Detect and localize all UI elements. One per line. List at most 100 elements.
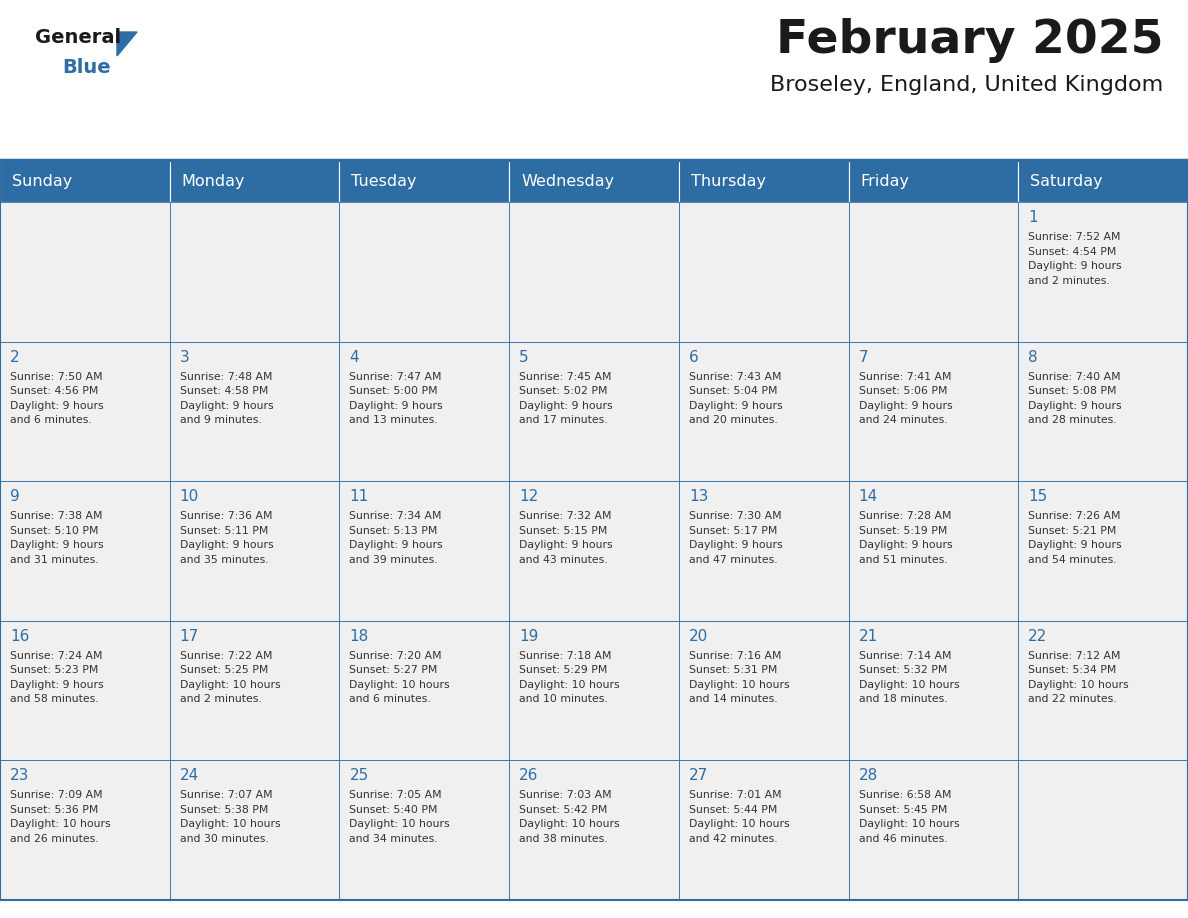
Text: 11: 11 — [349, 489, 368, 504]
Bar — [170, 161, 340, 202]
Text: Sunrise: 7:22 AM
Sunset: 5:25 PM
Daylight: 10 hours
and 2 minutes.: Sunrise: 7:22 AM Sunset: 5:25 PM Dayligh… — [179, 651, 280, 704]
Text: 8: 8 — [1029, 350, 1038, 364]
Text: Sunrise: 7:20 AM
Sunset: 5:27 PM
Daylight: 10 hours
and 6 minutes.: Sunrise: 7:20 AM Sunset: 5:27 PM Dayligh… — [349, 651, 450, 704]
Bar — [1018, 161, 1188, 202]
Bar — [678, 481, 848, 621]
Text: Sunrise: 7:41 AM
Sunset: 5:06 PM
Daylight: 9 hours
and 24 minutes.: Sunrise: 7:41 AM Sunset: 5:06 PM Dayligh… — [859, 372, 953, 425]
Text: Broseley, England, United Kingdom: Broseley, England, United Kingdom — [770, 75, 1163, 95]
Text: 22: 22 — [1029, 629, 1048, 644]
Bar — [170, 760, 340, 900]
Bar — [0, 202, 170, 341]
Bar — [848, 341, 1018, 481]
Text: 7: 7 — [859, 350, 868, 364]
Text: Sunrise: 7:07 AM
Sunset: 5:38 PM
Daylight: 10 hours
and 30 minutes.: Sunrise: 7:07 AM Sunset: 5:38 PM Dayligh… — [179, 790, 280, 844]
Bar — [678, 202, 848, 341]
Text: Friday: Friday — [860, 174, 910, 189]
Bar — [170, 202, 340, 341]
Text: 6: 6 — [689, 350, 699, 364]
Text: Thursday: Thursday — [691, 174, 766, 189]
Text: Sunrise: 7:50 AM
Sunset: 4:56 PM
Daylight: 9 hours
and 6 minutes.: Sunrise: 7:50 AM Sunset: 4:56 PM Dayligh… — [10, 372, 103, 425]
Text: 16: 16 — [10, 629, 30, 644]
Text: February 2025: February 2025 — [776, 18, 1163, 63]
Text: Sunrise: 7:40 AM
Sunset: 5:08 PM
Daylight: 9 hours
and 28 minutes.: Sunrise: 7:40 AM Sunset: 5:08 PM Dayligh… — [1029, 372, 1121, 425]
Text: 28: 28 — [859, 768, 878, 783]
Text: Sunrise: 7:09 AM
Sunset: 5:36 PM
Daylight: 10 hours
and 26 minutes.: Sunrise: 7:09 AM Sunset: 5:36 PM Dayligh… — [10, 790, 110, 844]
Text: Sunrise: 7:14 AM
Sunset: 5:32 PM
Daylight: 10 hours
and 18 minutes.: Sunrise: 7:14 AM Sunset: 5:32 PM Dayligh… — [859, 651, 959, 704]
Text: 25: 25 — [349, 768, 368, 783]
Bar — [510, 161, 678, 202]
Bar — [340, 161, 510, 202]
Text: 21: 21 — [859, 629, 878, 644]
Bar — [1018, 341, 1188, 481]
Text: Sunrise: 7:03 AM
Sunset: 5:42 PM
Daylight: 10 hours
and 38 minutes.: Sunrise: 7:03 AM Sunset: 5:42 PM Dayligh… — [519, 790, 620, 844]
Text: Sunday: Sunday — [12, 174, 72, 189]
Text: 1: 1 — [1029, 210, 1038, 225]
Text: 13: 13 — [689, 489, 708, 504]
Bar — [848, 161, 1018, 202]
Text: 2: 2 — [10, 350, 20, 364]
Text: 3: 3 — [179, 350, 189, 364]
Bar — [678, 341, 848, 481]
Text: Sunrise: 7:47 AM
Sunset: 5:00 PM
Daylight: 9 hours
and 13 minutes.: Sunrise: 7:47 AM Sunset: 5:00 PM Dayligh… — [349, 372, 443, 425]
Bar — [678, 760, 848, 900]
Text: Blue: Blue — [62, 58, 110, 77]
Text: 14: 14 — [859, 489, 878, 504]
Text: 17: 17 — [179, 629, 198, 644]
Text: 23: 23 — [10, 768, 30, 783]
Bar — [848, 481, 1018, 621]
Text: Sunrise: 7:26 AM
Sunset: 5:21 PM
Daylight: 9 hours
and 54 minutes.: Sunrise: 7:26 AM Sunset: 5:21 PM Dayligh… — [1029, 511, 1121, 565]
Bar — [510, 621, 678, 760]
Text: 12: 12 — [519, 489, 538, 504]
Bar — [510, 341, 678, 481]
Text: 4: 4 — [349, 350, 359, 364]
Text: Sunrise: 7:01 AM
Sunset: 5:44 PM
Daylight: 10 hours
and 42 minutes.: Sunrise: 7:01 AM Sunset: 5:44 PM Dayligh… — [689, 790, 790, 844]
Text: Saturday: Saturday — [1030, 174, 1102, 189]
Bar — [1018, 621, 1188, 760]
Text: Sunrise: 7:48 AM
Sunset: 4:58 PM
Daylight: 9 hours
and 9 minutes.: Sunrise: 7:48 AM Sunset: 4:58 PM Dayligh… — [179, 372, 273, 425]
Text: 24: 24 — [179, 768, 198, 783]
Text: Sunrise: 7:28 AM
Sunset: 5:19 PM
Daylight: 9 hours
and 51 minutes.: Sunrise: 7:28 AM Sunset: 5:19 PM Dayligh… — [859, 511, 953, 565]
Bar — [510, 202, 678, 341]
Bar — [0, 621, 170, 760]
Text: 27: 27 — [689, 768, 708, 783]
Text: Sunrise: 7:45 AM
Sunset: 5:02 PM
Daylight: 9 hours
and 17 minutes.: Sunrise: 7:45 AM Sunset: 5:02 PM Dayligh… — [519, 372, 613, 425]
Bar — [848, 760, 1018, 900]
Text: Sunrise: 7:32 AM
Sunset: 5:15 PM
Daylight: 9 hours
and 43 minutes.: Sunrise: 7:32 AM Sunset: 5:15 PM Dayligh… — [519, 511, 613, 565]
Bar — [1018, 760, 1188, 900]
Bar — [1018, 202, 1188, 341]
Text: Sunrise: 7:18 AM
Sunset: 5:29 PM
Daylight: 10 hours
and 10 minutes.: Sunrise: 7:18 AM Sunset: 5:29 PM Dayligh… — [519, 651, 620, 704]
Bar — [170, 481, 340, 621]
Text: 10: 10 — [179, 489, 198, 504]
Text: Sunrise: 6:58 AM
Sunset: 5:45 PM
Daylight: 10 hours
and 46 minutes.: Sunrise: 6:58 AM Sunset: 5:45 PM Dayligh… — [859, 790, 959, 844]
Bar — [678, 161, 848, 202]
Bar — [848, 202, 1018, 341]
Bar — [678, 621, 848, 760]
Bar — [340, 202, 510, 341]
Bar — [1018, 481, 1188, 621]
Text: 18: 18 — [349, 629, 368, 644]
Text: Sunrise: 7:38 AM
Sunset: 5:10 PM
Daylight: 9 hours
and 31 minutes.: Sunrise: 7:38 AM Sunset: 5:10 PM Dayligh… — [10, 511, 103, 565]
Text: 26: 26 — [519, 768, 538, 783]
Text: 5: 5 — [519, 350, 529, 364]
Text: 9: 9 — [10, 489, 20, 504]
Text: Sunrise: 7:30 AM
Sunset: 5:17 PM
Daylight: 9 hours
and 47 minutes.: Sunrise: 7:30 AM Sunset: 5:17 PM Dayligh… — [689, 511, 783, 565]
Text: Monday: Monday — [182, 174, 245, 189]
Bar — [0, 481, 170, 621]
Bar — [0, 161, 170, 202]
Bar — [340, 341, 510, 481]
Bar — [170, 621, 340, 760]
Text: Sunrise: 7:52 AM
Sunset: 4:54 PM
Daylight: 9 hours
and 2 minutes.: Sunrise: 7:52 AM Sunset: 4:54 PM Dayligh… — [1029, 232, 1121, 285]
Bar — [340, 481, 510, 621]
Text: General: General — [34, 28, 121, 47]
Text: Wednesday: Wednesday — [522, 174, 614, 189]
Bar — [510, 481, 678, 621]
Text: Tuesday: Tuesday — [352, 174, 417, 189]
Polygon shape — [116, 32, 137, 56]
Bar — [848, 621, 1018, 760]
Text: Sunrise: 7:24 AM
Sunset: 5:23 PM
Daylight: 9 hours
and 58 minutes.: Sunrise: 7:24 AM Sunset: 5:23 PM Dayligh… — [10, 651, 103, 704]
Text: 15: 15 — [1029, 489, 1048, 504]
Bar — [0, 161, 1188, 900]
Text: Sunrise: 7:12 AM
Sunset: 5:34 PM
Daylight: 10 hours
and 22 minutes.: Sunrise: 7:12 AM Sunset: 5:34 PM Dayligh… — [1029, 651, 1129, 704]
Text: Sunrise: 7:36 AM
Sunset: 5:11 PM
Daylight: 9 hours
and 35 minutes.: Sunrise: 7:36 AM Sunset: 5:11 PM Dayligh… — [179, 511, 273, 565]
Bar — [0, 341, 170, 481]
